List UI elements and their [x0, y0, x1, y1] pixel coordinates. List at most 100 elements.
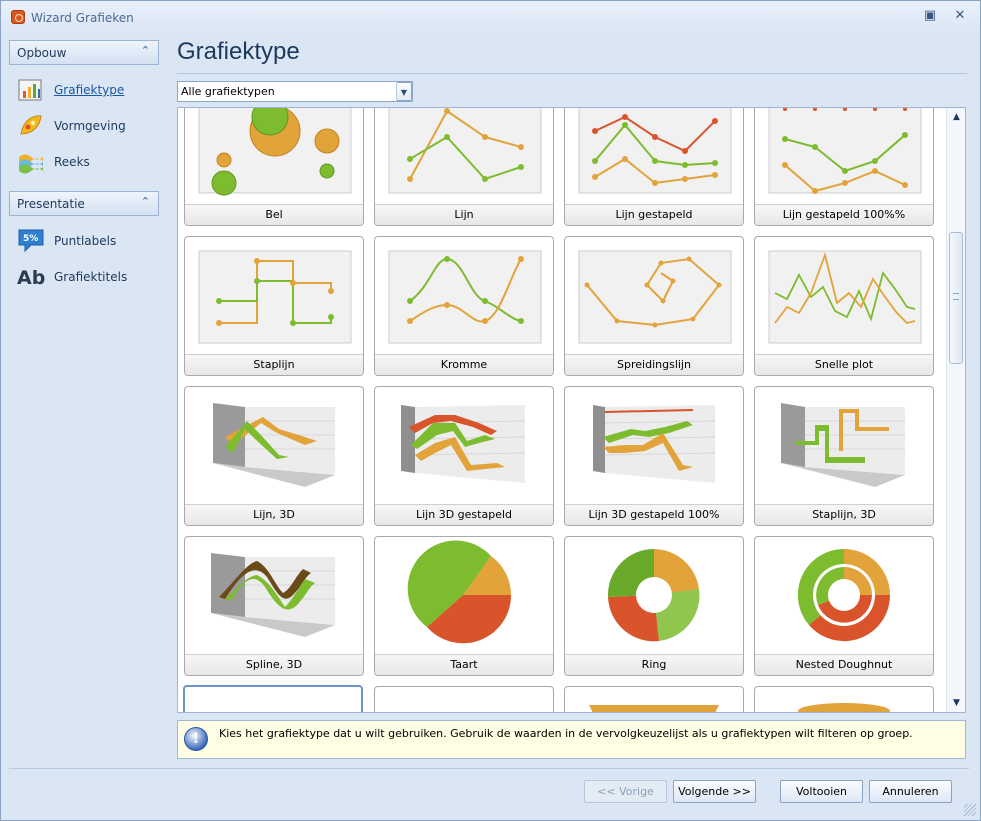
- footer-divider: [9, 768, 969, 769]
- filter-value: Alle grafiektypen: [181, 85, 275, 98]
- step-line-3d-chart-thumbnail: [781, 403, 905, 487]
- sidebar-item-label: Grafiektype: [54, 83, 125, 97]
- title-bar: Wizard Grafieken ▣ ✕: [1, 1, 980, 33]
- group-label: Opbouw: [17, 46, 67, 60]
- gallery-item-lijn-3d-gestapeld[interactable]: Lijn 3D gestapeld: [374, 386, 554, 526]
- chart-titles-icon: Ab: [17, 267, 45, 289]
- app-icon: [11, 10, 25, 24]
- gallery-item-label: Spreidingslijn: [565, 354, 743, 375]
- window-title: Wizard Grafieken: [31, 11, 134, 25]
- gallery-item-lijn-gestapeld-100[interactable]: Lijn gestapeld 100%%: [754, 108, 934, 226]
- gallery-item-label: Nested Doughnut: [755, 654, 933, 675]
- gallery-item-lijn-3d[interactable]: Lijn, 3D: [184, 386, 364, 526]
- gallery-item-label: Spline, 3D: [185, 654, 363, 675]
- gallery-item-ring[interactable]: Ring: [564, 536, 744, 676]
- point-labels-badge: 5%: [23, 234, 38, 244]
- stacked-line-chart-thumbnail: [578, 108, 732, 194]
- spline-chart-thumbnail: [388, 250, 542, 344]
- close-icon[interactable]: ✕: [954, 8, 966, 23]
- bubble-chart-thumbnail: [198, 108, 352, 196]
- chevron-down-icon[interactable]: ▼: [396, 82, 412, 101]
- gallery-item-staplijn[interactable]: Staplijn: [184, 236, 364, 376]
- group-header-presentatie[interactable]: Presentatie ⌃: [9, 191, 159, 216]
- sidebar-item-vormgeving[interactable]: Vormgeving: [17, 112, 167, 140]
- chevron-up-icon[interactable]: ⌃: [140, 195, 150, 208]
- next-button[interactable]: Volgende >>: [673, 780, 756, 803]
- chevron-up-icon[interactable]: ⌃: [140, 44, 150, 57]
- title-divider: [177, 73, 967, 74]
- sidebar-item-puntlabels[interactable]: 5% Puntlabels: [17, 227, 167, 255]
- gallery-item-label: Lijn 3D gestapeld: [375, 504, 553, 525]
- stacked-line-3d-100-chart-thumbnail: [593, 405, 716, 483]
- gallery-item-staplijn-3d[interactable]: Staplijn, 3D: [754, 386, 934, 526]
- gallery-item-label: Snelle plot: [755, 354, 933, 375]
- page-title: Grafiektype: [177, 38, 300, 65]
- gallery-item-bel[interactable]: Bel: [184, 108, 364, 226]
- sidebar-item-label: Vormgeving: [54, 119, 126, 133]
- info-icon: !: [184, 727, 208, 751]
- sidebar-item-grafiektitels[interactable]: Ab Grafiektitels: [17, 263, 167, 291]
- gallery-grid: Bel Lijn: [178, 108, 946, 712]
- gallery-item-taart[interactable]: Taart: [374, 536, 554, 676]
- scatter-line-chart-thumbnail: [578, 250, 732, 344]
- chart-titles-glyph: Ab: [17, 267, 45, 289]
- fast-plot-chart-thumbnail: [768, 250, 922, 344]
- pyramid-chart-thumbnail: [798, 703, 890, 712]
- gallery-item-label: Taart: [375, 654, 553, 675]
- cancel-button[interactable]: Annuleren: [869, 780, 952, 803]
- stacked-line-100-chart-thumbnail: [768, 108, 922, 194]
- gallery-item-label: Lijn gestapeld 100%%: [755, 204, 933, 225]
- stacked-line-3d-chart-thumbnail: [401, 405, 526, 483]
- sidebar-item-reeks[interactable]: Reeks: [17, 148, 167, 176]
- nested-doughnut-chart-thumbnail: [797, 548, 891, 642]
- step-line-chart-thumbnail: [198, 250, 352, 344]
- line-chart-thumbnail: [388, 108, 542, 194]
- chart-type-icon: [18, 79, 42, 101]
- chart-type-gallery[interactable]: Bel Lijn: [177, 107, 966, 713]
- gallery-item-label: Lijn: [375, 204, 553, 225]
- gallery-item-lijn-3d-gestapeld-100[interactable]: Lijn 3D gestapeld 100%: [564, 386, 744, 526]
- gallery-item-nested-doughnut[interactable]: Nested Doughnut: [754, 536, 934, 676]
- hint-panel: ! Kies het grafiektype dat u wilt gebrui…: [177, 720, 966, 759]
- gallery-item-label: Ring: [565, 654, 743, 675]
- previous-button[interactable]: << Vorige: [584, 780, 667, 803]
- sidebar-item-label: Grafiektitels: [54, 270, 128, 284]
- gallery-item-snelle-plot[interactable]: Snelle plot: [754, 236, 934, 376]
- restore-icon[interactable]: ▣: [923, 8, 937, 23]
- gallery-item-label: Lijn, 3D: [185, 504, 363, 525]
- finish-button[interactable]: Voltooien: [780, 780, 863, 803]
- series-icon: [19, 154, 43, 174]
- gallery-item-next-4[interactable]: [754, 686, 934, 712]
- group-header-opbouw[interactable]: Opbouw ⌃: [9, 40, 159, 65]
- scroll-up-icon[interactable]: ▲: [953, 112, 960, 122]
- sidebar-item-grafiektype[interactable]: Grafiektype: [17, 76, 167, 104]
- line-3d-chart-thumbnail: [213, 403, 335, 487]
- gallery-scrollbar[interactable]: ▲ ▼: [946, 108, 965, 712]
- gallery-item-lijn[interactable]: Lijn: [374, 108, 554, 226]
- gallery-item-next-1[interactable]: [183, 685, 363, 712]
- gallery-item-label: Kromme: [375, 354, 553, 375]
- gallery-item-lijn-gestapeld[interactable]: Lijn gestapeld: [564, 108, 744, 226]
- gallery-item-label: Staplijn: [185, 354, 363, 375]
- gallery-item-spreidingslijn[interactable]: Spreidingslijn: [564, 236, 744, 376]
- gallery-item-next-2[interactable]: [374, 686, 554, 712]
- gallery-item-spline-3d[interactable]: Spline, 3D: [184, 536, 364, 676]
- sidebar-item-label: Puntlabels: [54, 234, 117, 248]
- chart-type-filter-select[interactable]: Alle grafiektypen ▼: [177, 81, 413, 102]
- point-labels-icon: 5%: [18, 229, 44, 253]
- gallery-item-label: Lijn 3D gestapeld 100%: [565, 504, 743, 525]
- sidebar-item-label: Reeks: [54, 155, 90, 169]
- gallery-item-label: Staplijn, 3D: [755, 504, 933, 525]
- gallery-item-label: Bel: [185, 204, 363, 225]
- appearance-icon: [20, 115, 42, 135]
- spline-3d-chart-thumbnail: [211, 553, 335, 637]
- scrollbar-thumb[interactable]: [949, 232, 963, 364]
- resize-grip-icon[interactable]: [964, 804, 976, 816]
- funnel-chart-thumbnail: [589, 705, 719, 712]
- doughnut-chart-thumbnail: [607, 549, 700, 642]
- gallery-item-next-3[interactable]: [564, 686, 744, 712]
- scroll-down-icon[interactable]: ▼: [953, 698, 960, 708]
- gallery-item-kromme[interactable]: Kromme: [374, 236, 554, 376]
- pie-chart-thumbnail: [407, 540, 512, 644]
